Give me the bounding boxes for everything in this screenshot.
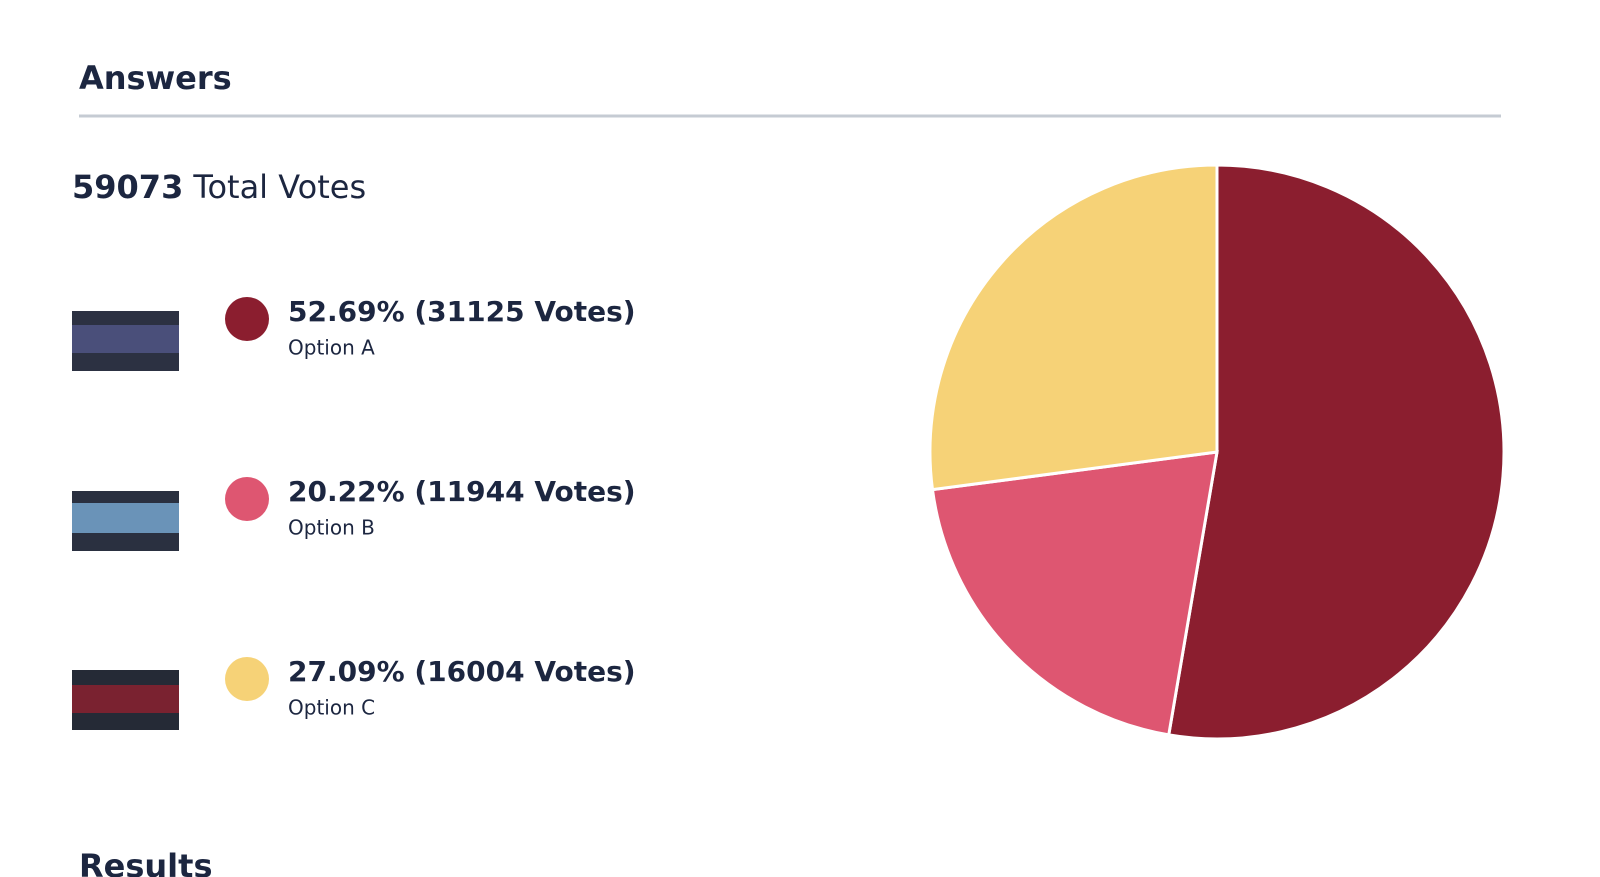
total-count: 59073 <box>72 168 183 206</box>
legend-value: 52.69% (31125 Votes) <box>288 295 636 328</box>
thumbnail-detail <box>72 325 179 353</box>
section-title: Answers <box>79 59 232 97</box>
pie-slice <box>928 163 1219 492</box>
thumbnails <box>72 311 179 730</box>
thumbnail-detail <box>72 685 179 713</box>
total-votes: 59073 Total Votes <box>72 168 366 206</box>
thumbnail-detail <box>72 503 179 533</box>
next-section-title: Results <box>79 847 212 877</box>
legend-name: Option C <box>288 696 375 720</box>
legend-name: Option B <box>288 516 375 540</box>
pie-slice <box>1167 163 1506 741</box>
legend-swatch <box>225 657 269 701</box>
total-label: Total Votes <box>192 168 366 206</box>
legend-value: 27.09% (16004 Votes) <box>288 655 636 688</box>
legend-swatch <box>225 297 269 341</box>
legend-swatch <box>225 477 269 521</box>
legend-name: Option A <box>288 336 375 360</box>
pie-slice <box>930 450 1219 737</box>
legend-value: 20.22% (11944 Votes) <box>288 475 636 508</box>
